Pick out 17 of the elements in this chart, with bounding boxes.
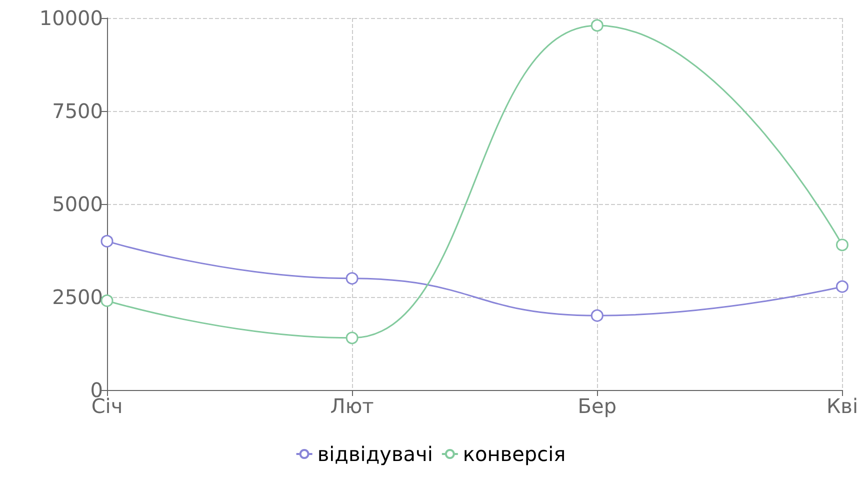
legend-label: відвідувачі xyxy=(317,442,433,466)
y-tick-label: 5000 xyxy=(52,192,103,216)
point xyxy=(346,332,358,344)
y-tick-label: 7500 xyxy=(52,99,103,123)
point xyxy=(836,238,848,252)
x-tick-label: Бер xyxy=(578,394,617,418)
legend-label: конверсія xyxy=(462,442,566,466)
point xyxy=(346,272,358,285)
y-tick-label: 10000 xyxy=(39,6,103,30)
point xyxy=(100,234,114,248)
point xyxy=(836,280,848,293)
point xyxy=(590,19,604,32)
x-tick-label: Кві xyxy=(826,394,858,418)
point xyxy=(100,294,114,307)
point xyxy=(590,309,604,322)
x-tick-label: Лют xyxy=(330,394,374,418)
y-tick-label: 2500 xyxy=(52,285,103,309)
